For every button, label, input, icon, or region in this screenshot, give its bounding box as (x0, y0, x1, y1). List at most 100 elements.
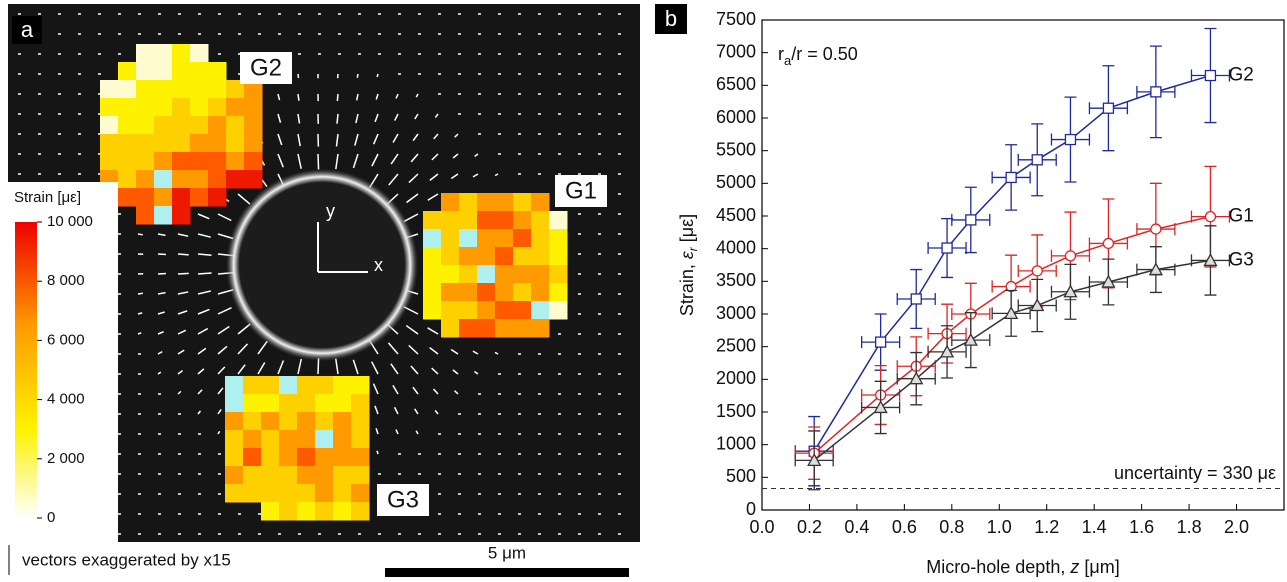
vector (372, 133, 379, 145)
vector (429, 173, 439, 181)
panel-a: G2 G1 G3 y x a Strain [με] 10 000 8 000 6 00… (8, 4, 640, 577)
vector (415, 93, 419, 98)
vector (375, 427, 379, 435)
map-cell (297, 430, 316, 449)
axes-icon (317, 222, 368, 273)
map-cell (136, 134, 155, 153)
map-cell (315, 412, 334, 431)
vector (197, 253, 212, 256)
vector (494, 173, 499, 177)
vector (427, 327, 439, 335)
map-cell (297, 376, 316, 395)
vector (157, 351, 163, 355)
map-cell (100, 80, 119, 99)
annotation-sub: a (784, 53, 792, 68)
vector (157, 311, 165, 315)
y-label-part: Strain, (677, 259, 697, 316)
map-cell (333, 430, 352, 449)
map-cell (190, 80, 209, 99)
map-cell (136, 152, 155, 171)
x-tick-label: 0.2 (797, 517, 822, 537)
x-tick-label: 2.0 (1224, 517, 1249, 537)
map-cell (100, 152, 119, 171)
map-cell (118, 80, 137, 99)
map-cell (244, 98, 263, 117)
map-cell (279, 412, 298, 431)
x-tick-label: 0.6 (892, 517, 917, 537)
colorbar-tick-label: 2 000 (47, 450, 85, 467)
vector (297, 93, 300, 101)
vector (355, 93, 359, 101)
map-cell (261, 502, 280, 521)
map-cell (225, 484, 244, 503)
map-cell (243, 430, 262, 449)
map-cell (513, 301, 532, 320)
vector (390, 363, 399, 375)
map-cell (243, 412, 262, 431)
map-cell (243, 448, 262, 467)
map-cell (279, 448, 298, 467)
y-tick-label: 7000 (716, 41, 756, 61)
map-cell (333, 484, 352, 503)
vector (177, 253, 189, 256)
map-cell (333, 412, 352, 431)
map-cell (297, 484, 316, 503)
map-cell (351, 466, 370, 485)
vector (412, 133, 419, 142)
map-cell (244, 134, 263, 153)
map-cell (190, 134, 209, 153)
colorbar-ticks: 10 000 8 000 6 000 4 000 2 000 0 (37, 213, 93, 526)
vector (408, 173, 419, 184)
map-cell (208, 80, 227, 99)
vector (217, 387, 224, 395)
marker (1030, 298, 1045, 312)
vector (177, 233, 189, 237)
map-cell (495, 319, 514, 338)
map-cell (315, 376, 334, 395)
vector (395, 429, 399, 435)
marker (963, 332, 978, 346)
vector (257, 362, 266, 375)
vector (356, 73, 359, 78)
y-tick-label: 0 (746, 499, 756, 519)
map-cell (477, 301, 496, 320)
map-cell (172, 170, 191, 189)
map-cell (226, 134, 245, 153)
map-cell (351, 376, 370, 395)
map-cell (261, 430, 280, 449)
marker (873, 400, 888, 414)
map-cell (459, 193, 478, 212)
map-cell (459, 247, 478, 266)
vector (157, 253, 167, 256)
map-cell (531, 283, 550, 302)
vector (354, 133, 359, 146)
panel-label: a (21, 17, 34, 42)
vector (157, 330, 164, 335)
map-cell (495, 283, 514, 302)
vector (237, 343, 249, 355)
map-cell (100, 134, 119, 153)
vector (473, 370, 479, 375)
map-cell (423, 265, 442, 284)
map-cell (315, 466, 334, 485)
vector (450, 173, 459, 180)
map-cell (459, 319, 478, 338)
marker (1204, 69, 1217, 82)
map-cell (297, 412, 316, 431)
scale-bar (385, 568, 629, 577)
vector (406, 193, 419, 204)
map-cell (441, 247, 460, 266)
vector (317, 153, 320, 170)
vector (197, 327, 209, 335)
map-cell (154, 98, 173, 117)
map-cell (441, 301, 460, 320)
map-cell (100, 116, 119, 135)
map-cell (190, 152, 209, 171)
map-cell (172, 188, 191, 207)
map-cell (225, 412, 244, 431)
y-tick-label: 5000 (716, 172, 756, 192)
vector (277, 113, 282, 123)
vector (334, 358, 339, 375)
vector (277, 93, 281, 101)
map-cell (495, 301, 514, 320)
